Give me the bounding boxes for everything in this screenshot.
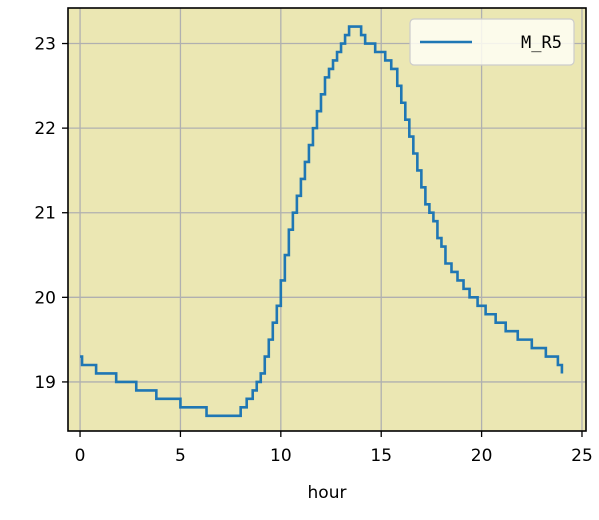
y-axis: 19 20 21 22 23 [34, 35, 68, 393]
series-line [80, 25, 564, 418]
x-axis-label: hour [308, 483, 347, 503]
y-tick-label: 20 [34, 288, 56, 308]
y-tick-label: 23 [34, 35, 56, 55]
x-tick-label: 15 [370, 446, 392, 466]
legend: M_R5 [409, 18, 575, 66]
x-tick-label: 5 [175, 446, 186, 466]
y-tick-label: 19 [34, 373, 56, 393]
x-tick-label: 25 [571, 446, 593, 466]
legend-box [409, 18, 575, 66]
plot-background [68, 8, 586, 431]
x-tick-label: 10 [270, 446, 292, 466]
series-lines [80, 25, 564, 418]
y-tick-label: 21 [34, 204, 56, 224]
plot-frame [67, 7, 587, 432]
gridlines [68, 8, 586, 431]
y-tick-label: 22 [34, 119, 56, 139]
x-tick-label: 20 [471, 446, 493, 466]
legend-label: M_R5 [521, 33, 562, 53]
x-tick-label: 0 [75, 446, 86, 466]
x-axis: 0 5 10 15 20 25 [75, 431, 593, 466]
